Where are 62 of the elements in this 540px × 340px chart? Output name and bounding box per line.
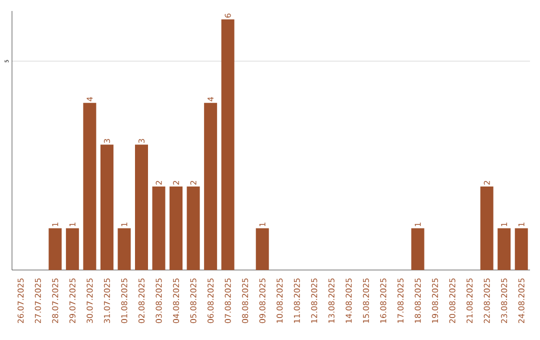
data-label: 3 [138, 139, 145, 143]
x-tick-label: 04.08.2025 [173, 278, 180, 324]
bar [152, 186, 166, 270]
bar [256, 228, 269, 270]
bar [411, 228, 424, 270]
x-tick-label: 28.07.2025 [52, 278, 58, 324]
x-tick-label: 06.08.2025 [208, 278, 214, 324]
x-tick-label: 12.08.2025 [311, 278, 318, 323]
x-tick-label: 31.07.2025 [104, 278, 110, 323]
data-label: 4 [208, 97, 214, 102]
data-label: 6 [224, 14, 231, 18]
bar [48, 228, 62, 270]
x-tick-label: 10.08.2025 [276, 278, 283, 323]
x-tick-label: 07.08.2025 [224, 278, 231, 324]
data-label: 1 [414, 222, 421, 226]
bar [66, 228, 79, 270]
bar [221, 19, 234, 270]
data-label: 2 [156, 180, 162, 185]
bar [170, 186, 183, 270]
x-tick-label: 01.08.2025 [121, 278, 128, 324]
x-tick-label: 13.08.2025 [328, 278, 334, 323]
x-tick-label: 22.08.2025 [484, 278, 490, 324]
data-label: 1 [52, 222, 58, 226]
data-label: 2 [190, 180, 196, 185]
x-tick-label: 11.08.2025 [294, 278, 300, 323]
bar [204, 102, 218, 270]
data-label: 2 [484, 180, 490, 185]
bar [186, 186, 200, 270]
bar [498, 228, 511, 270]
x-tick-label: 29.07.2025 [69, 278, 76, 324]
bar [83, 102, 96, 270]
x-tick-label: 02.08.2025 [138, 278, 145, 324]
x-tick-label: 14.08.2025 [346, 278, 352, 323]
x-tick-label: 23.08.2025 [501, 278, 508, 324]
data-label: 3 [104, 139, 110, 143]
x-tick-label: 27.07.2025 [34, 278, 41, 324]
data-label: 1 [70, 222, 76, 226]
bar [100, 144, 114, 270]
bar [118, 228, 131, 270]
x-tick-label: 26.07.2025 [18, 278, 24, 324]
data-label: 4 [86, 97, 93, 102]
bar [480, 186, 494, 270]
x-tick-label: 16.08.2025 [380, 278, 386, 323]
data-label: 1 [518, 222, 524, 226]
x-tick-label: 08.08.2025 [242, 278, 248, 324]
data-label: 1 [259, 222, 266, 226]
x-tick-label: 17.08.2025 [397, 278, 404, 323]
x-tick-label: 18.08.2025 [414, 278, 421, 323]
x-tick-label: 21.08.2025 [466, 278, 473, 324]
x-tick-label: 03.08.2025 [156, 278, 162, 324]
data-label: 1 [501, 222, 508, 226]
x-tick-label: 15.08.2025 [362, 278, 369, 323]
data-label: 2 [173, 180, 180, 185]
x-tick-label: 19.08.2025 [432, 278, 438, 323]
x-tick-label: 30.07.2025 [86, 278, 93, 323]
x-tick-label: 05.08.2025 [190, 278, 196, 324]
bar [135, 144, 148, 270]
x-tick-label: 20.08.2025 [449, 278, 456, 324]
x-tick-label: 09.08.2025 [259, 278, 266, 324]
x-tick-label: 24.08.2025 [518, 278, 524, 324]
data-label: 1 [121, 222, 128, 226]
bar [514, 228, 528, 270]
